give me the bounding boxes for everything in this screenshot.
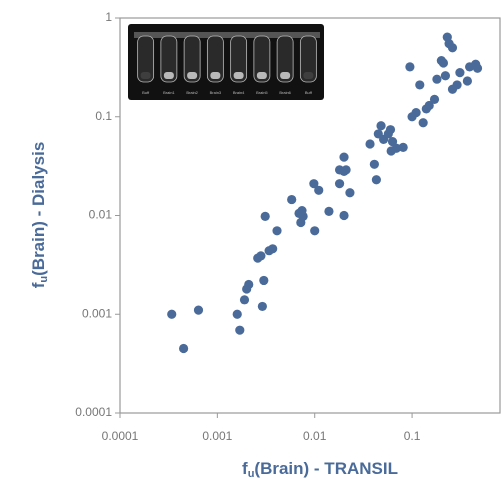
inset-label: Brain5 (256, 90, 268, 95)
label-part: (Brain) - TRANSIL (254, 459, 398, 478)
point (369, 159, 379, 169)
point (167, 309, 177, 319)
point (297, 206, 307, 216)
point (309, 179, 319, 189)
tube-pellet (163, 72, 174, 79)
tube (160, 35, 178, 83)
tube-rack (134, 32, 320, 38)
y-axis-label: fu(Brain) - Dialysis (29, 142, 49, 289)
point (324, 206, 334, 217)
point (438, 58, 449, 68)
point (391, 143, 401, 153)
inset-label: Brain6 (279, 90, 291, 95)
x-tick-label: 0.1 (404, 429, 421, 443)
tube-pellet (303, 72, 314, 79)
inset-label: Buff (142, 90, 150, 95)
point (260, 211, 270, 221)
point (371, 175, 381, 185)
label-part: f (242, 459, 248, 478)
point (310, 226, 320, 236)
tube (137, 35, 155, 83)
y-tick-label: 1 (105, 10, 112, 24)
tube (183, 35, 201, 83)
point (193, 305, 204, 315)
inset-label: Buff (305, 90, 313, 95)
point (334, 179, 345, 189)
point (452, 80, 462, 90)
tube-pellet (233, 72, 244, 79)
point (447, 43, 458, 53)
tube (276, 35, 294, 83)
label-subscript: u (248, 468, 255, 480)
point (440, 71, 451, 81)
point (411, 108, 421, 118)
point (385, 125, 396, 135)
tube-pellet (280, 72, 291, 79)
point (415, 80, 425, 90)
point (244, 279, 254, 290)
label-subscript: u (38, 276, 50, 283)
point (432, 74, 442, 84)
x-axis-label: fu(Brain) - TRANSIL (242, 459, 398, 479)
point (232, 309, 242, 319)
tube-pellet (140, 72, 151, 79)
inset-label: Brain4 (233, 90, 245, 95)
point (418, 118, 428, 128)
x-tick-label: 0.0001 (102, 429, 139, 443)
point (314, 185, 324, 195)
tube-pellet (256, 72, 267, 79)
point (429, 94, 440, 104)
tube-pellet (210, 72, 221, 79)
point (287, 194, 297, 205)
point (365, 139, 375, 149)
point (259, 275, 269, 286)
point (268, 244, 278, 254)
inset-label: Brain2 (186, 90, 198, 95)
inset-label: Brain3 (210, 90, 222, 95)
point (178, 343, 189, 354)
point (398, 142, 408, 152)
point (235, 325, 245, 335)
point (424, 100, 434, 111)
tube (206, 35, 224, 83)
tube (299, 35, 317, 83)
point (341, 165, 351, 175)
tube (253, 35, 271, 83)
tube-pellet (187, 72, 198, 79)
point (339, 210, 349, 221)
point (339, 152, 349, 162)
y-tick-label: 0.01 (89, 208, 113, 222)
point (405, 62, 415, 72)
point (272, 226, 282, 236)
y-tick-label: 0.001 (82, 306, 112, 320)
point (472, 63, 483, 73)
point (455, 67, 465, 78)
label-part: f (29, 282, 48, 288)
point (376, 121, 386, 131)
point (257, 301, 267, 312)
point (345, 188, 355, 198)
point (239, 295, 250, 305)
point (256, 251, 266, 261)
tube (230, 35, 248, 83)
inset-label: Brain1 (163, 90, 175, 95)
inset-photo: Buff Brain1 Brain2 Brain3 Brain4 Brain5 Brain6… (128, 24, 324, 100)
point (462, 76, 472, 86)
x-tick-label: 0.001 (202, 429, 232, 443)
x-tick-label: 0.01 (303, 429, 327, 443)
y-tick-label: 0.1 (95, 109, 112, 123)
y-tick-label: 0.0001 (75, 405, 112, 419)
label-part: (Brain) - Dialysis (29, 142, 48, 276)
